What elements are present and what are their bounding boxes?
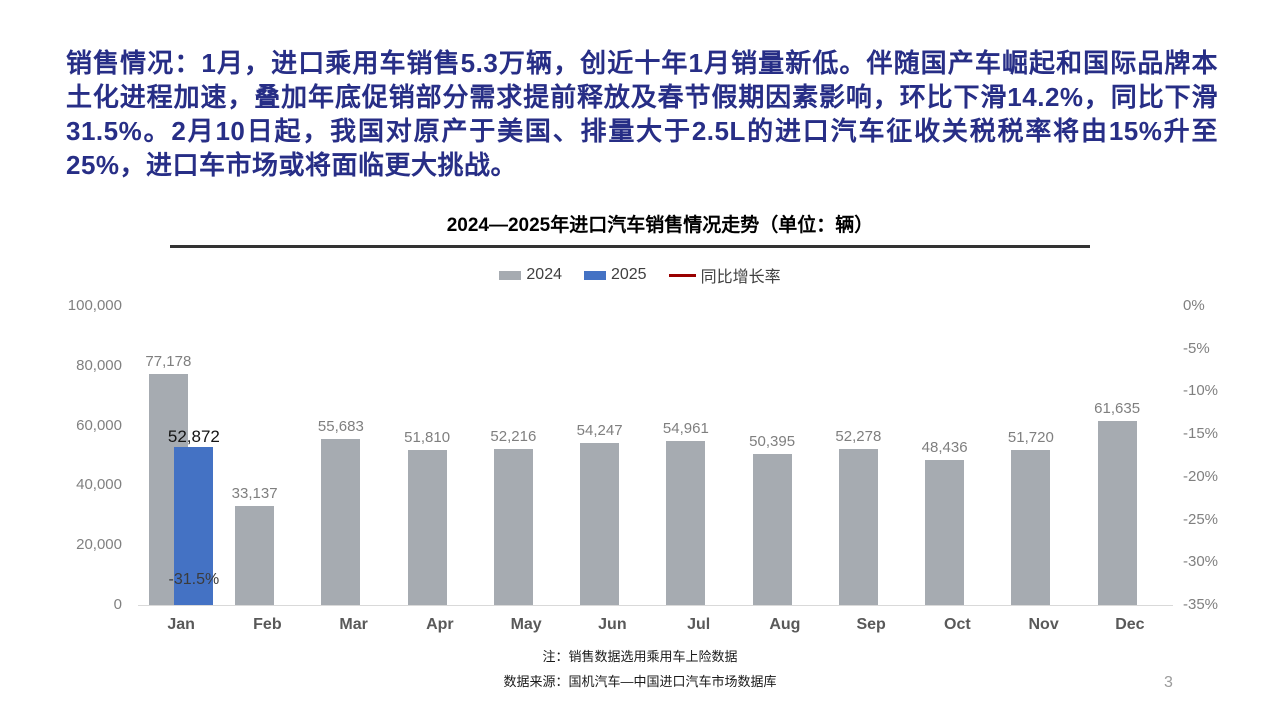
bar-2024 <box>1011 450 1051 605</box>
right-axis-tick: -20% <box>1183 467 1219 485</box>
bar-value-label-2024: 33,137 <box>231 484 278 502</box>
legend-item-2025: 2025 <box>583 266 647 284</box>
plot-area: Jan 77,178 52,872 -31.5% Feb 33,137 Mar 55,683 A… <box>138 306 1173 633</box>
bar-2024 <box>838 448 878 605</box>
title-underline <box>170 245 1090 248</box>
legend-swatch-2024 <box>499 270 522 280</box>
right-axis-tick: 0% <box>1183 297 1205 314</box>
x-axis-label: Nov <box>1028 616 1059 633</box>
bar-value-label-2024: 50,395 <box>749 433 796 451</box>
growth-rate-label: -31.5% <box>168 571 220 589</box>
chart-legend: 2024 2025 同比增长率 <box>0 263 1280 287</box>
bar-2024 <box>407 450 447 605</box>
page-number: 3 <box>1164 674 1173 691</box>
right-axis-tick: -25% <box>1183 510 1219 528</box>
x-axis-label: Feb <box>253 616 282 633</box>
legend-label-2025: 2025 <box>610 266 647 283</box>
note-line-2: 数据来源：国机汽车—中国进口汽车市场数据库 <box>503 674 777 689</box>
right-axis-tick: -30% <box>1183 553 1219 571</box>
bar-value-label-2024: 77,178 <box>145 353 192 371</box>
bar-value-label-2024: 61,635 <box>1094 399 1141 417</box>
left-axis-tick: 60,000 <box>76 416 122 434</box>
bar-2025 <box>174 446 214 605</box>
note-line-1: 注：销售数据选用乘用车上险数据 <box>542 649 738 664</box>
x-axis-label: Aug <box>769 616 801 633</box>
bar-value-label-2024: 51,810 <box>404 429 451 447</box>
bar-value-label-2025: 52,872 <box>167 426 220 446</box>
x-axis-label: Apr <box>426 616 454 633</box>
bar-value-label-2024: 52,278 <box>835 427 882 445</box>
bar-value-label-2024: 48,436 <box>921 439 968 457</box>
bar-2024 <box>235 505 275 605</box>
x-axis-label: Sep <box>856 616 886 633</box>
bar-value-label-2024: 51,720 <box>1007 429 1054 447</box>
bar-2024 <box>580 442 620 605</box>
x-axis-label: Jul <box>687 616 711 633</box>
chart-notes: 注：销售数据选用乘用车上险数据 数据来源：国机汽车—中国进口汽车市场数据库 <box>0 649 1280 690</box>
left-axis-tick: 20,000 <box>76 536 122 554</box>
left-axis-tick: 100,000 <box>67 297 122 314</box>
legend-line-marker-icon <box>668 273 696 277</box>
legend-label-growth-rate: 同比增长率 <box>700 269 781 286</box>
right-axis-tick: -10% <box>1183 382 1219 400</box>
x-axis-label: Mar <box>339 616 368 633</box>
right-axis-tick: -5% <box>1183 339 1210 357</box>
left-axis-tick: 40,000 <box>76 476 122 494</box>
x-axis-label: Jan <box>167 616 195 633</box>
right-axis-tick: -35% <box>1183 596 1219 613</box>
left-axis-tick: 0 <box>113 596 122 613</box>
x-axis-label: Jun <box>598 616 627 633</box>
bar-2024 <box>493 448 533 605</box>
legend-label-2024: 2024 <box>526 266 562 283</box>
chart-area: 100,000 80,000 60,000 40,000 20,000 0 Jan 77,1… <box>0 297 1280 633</box>
legend-item-growth-rate: 同比增长率 <box>668 263 781 287</box>
x-axis-label: Dec <box>1115 616 1145 633</box>
bar-value-label-2024: 54,961 <box>662 419 709 437</box>
bar-value-label-2024: 55,683 <box>317 417 364 435</box>
right-axis: 0% -5% -10% -15% -20% -25% -30% -35% <box>1183 297 1280 613</box>
bar-value-label-2024: 54,247 <box>576 421 623 439</box>
legend-swatch-2025 <box>583 270 606 280</box>
bar-2024 <box>925 460 965 605</box>
legend-item-2024: 2024 <box>499 266 562 284</box>
bar-value-label-2024: 52,216 <box>490 427 537 445</box>
bar-2024 <box>321 438 361 605</box>
header-text: 销售情况：1月，进口乘用车销售5.3万辆，创近十年1月销量新低。伴随国产车崛起和… <box>66 48 1218 180</box>
right-axis-tick: -15% <box>1183 425 1219 443</box>
left-axis: 100,000 80,000 60,000 40,000 20,000 0 <box>0 297 122 613</box>
x-axis-label: May <box>510 616 542 633</box>
left-axis-tick: 80,000 <box>76 356 122 374</box>
chart-title: 2024—2025年进口汽车销售情况走势（单位：辆） <box>446 215 874 236</box>
bar-2024 <box>666 440 706 605</box>
x-axis-label: Oct <box>944 616 971 633</box>
bar-2024 <box>752 454 792 605</box>
bar-2024 <box>1097 420 1137 605</box>
